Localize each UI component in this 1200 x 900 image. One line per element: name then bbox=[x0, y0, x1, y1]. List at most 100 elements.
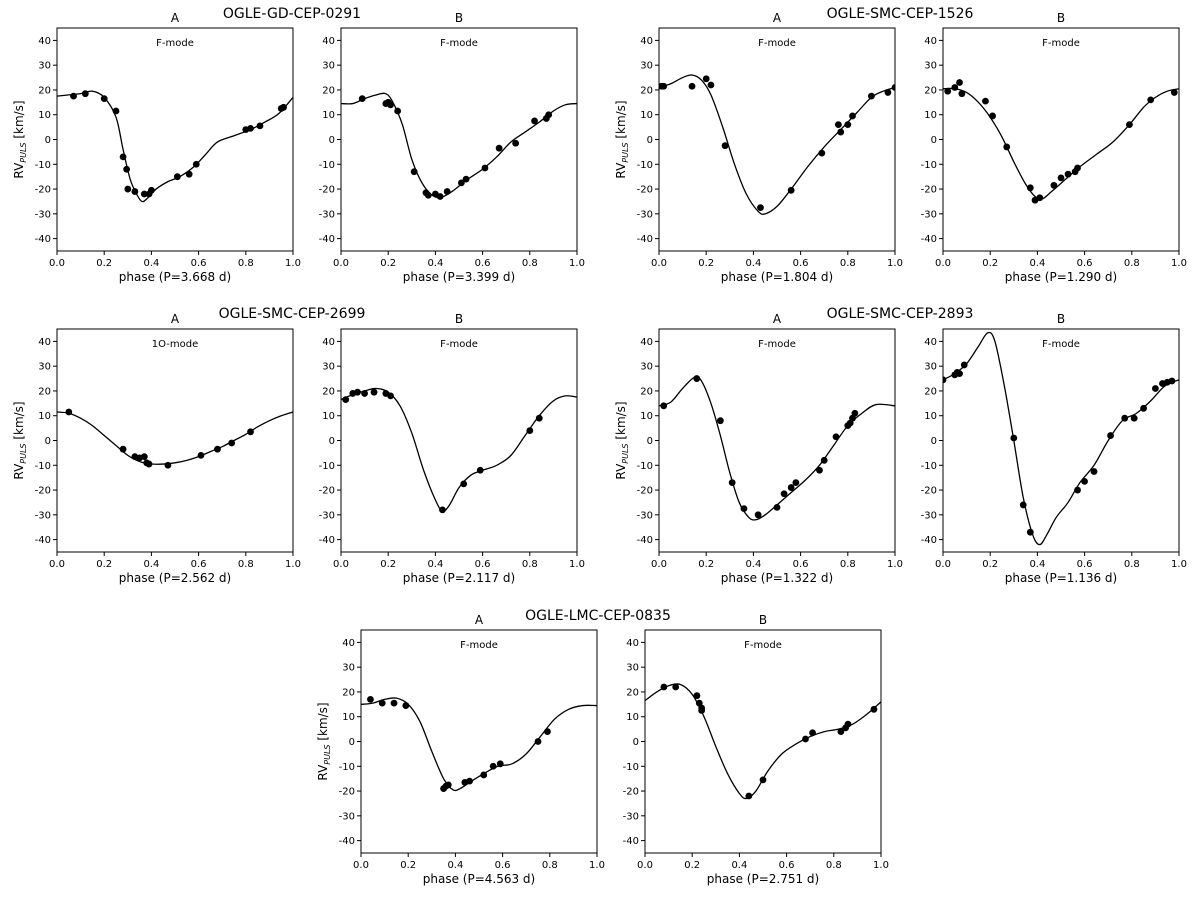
y-tick-label: 20 bbox=[342, 687, 355, 698]
data-point bbox=[1003, 143, 1011, 151]
data-point bbox=[342, 396, 350, 404]
y-axis-label: RVPULS [km/s] bbox=[316, 702, 332, 780]
data-point bbox=[1064, 170, 1072, 178]
x-tick-label: 0.6 bbox=[1077, 258, 1093, 269]
x-tick-label: 0.8 bbox=[826, 860, 842, 871]
data-point bbox=[891, 84, 895, 91]
y-tick-label: -10 bbox=[319, 160, 335, 171]
x-tick-label: 0.8 bbox=[542, 860, 558, 871]
data-point bbox=[672, 683, 680, 691]
data-point bbox=[535, 414, 543, 422]
data-point bbox=[247, 428, 254, 436]
x-tick-label: 0.2 bbox=[96, 258, 112, 269]
star-title: OGLE-GD-CEP-0291 bbox=[223, 6, 361, 22]
x-tick-label: 0.0 bbox=[651, 559, 667, 570]
data-point bbox=[1170, 89, 1178, 96]
y-tick-label: 30 bbox=[322, 61, 335, 72]
x-tick-label: 0.6 bbox=[495, 860, 511, 871]
data-point bbox=[870, 705, 878, 713]
x-axis-label: phase (P=3.399 d) bbox=[403, 270, 515, 284]
data-point bbox=[1019, 501, 1027, 509]
y-tick-label: -20 bbox=[637, 185, 653, 196]
y-tick-label: 20 bbox=[322, 386, 335, 397]
star-title: OGLE-LMC-CEP-0835 bbox=[525, 608, 671, 624]
y-tick-label: 10 bbox=[640, 110, 653, 121]
y-tick-label: 40 bbox=[38, 337, 51, 348]
mode-label: F-mode bbox=[440, 339, 478, 350]
data-point bbox=[460, 480, 468, 488]
data-point bbox=[197, 451, 205, 459]
y-axis-label-sub: PULS bbox=[621, 444, 630, 464]
y-tick-label: 40 bbox=[342, 638, 355, 649]
y-tick-label: 30 bbox=[640, 61, 653, 72]
y-tick-label: -40 bbox=[637, 234, 653, 245]
x-tick-label: 0.6 bbox=[793, 559, 809, 570]
y-axis-label-sub: PULS bbox=[621, 143, 630, 163]
data-point bbox=[526, 427, 534, 434]
x-tick-label: 0.6 bbox=[191, 559, 207, 570]
y-tick-label: 10 bbox=[924, 110, 937, 121]
data-point bbox=[1074, 164, 1081, 172]
mode-label: F-mode bbox=[744, 640, 782, 651]
data-point bbox=[757, 204, 764, 212]
x-tick-label: 0.0 bbox=[353, 860, 369, 871]
y-tick-label: 20 bbox=[640, 85, 653, 96]
data-point bbox=[489, 762, 497, 770]
y-tick-label: -40 bbox=[319, 535, 335, 546]
data-point bbox=[124, 185, 132, 193]
y-tick-label: 40 bbox=[322, 337, 335, 348]
data-point bbox=[721, 142, 729, 150]
star-titles: OGLE-GD-CEP-0291 OGLE-SMC-CEP-1526 OGLE-… bbox=[219, 6, 974, 624]
y-tick-label: 20 bbox=[38, 386, 51, 397]
y-tick-label: -10 bbox=[921, 160, 937, 171]
component-label: B bbox=[455, 11, 463, 25]
y-tick-label: -20 bbox=[623, 787, 639, 798]
x-tick-label: 1.0 bbox=[285, 258, 301, 269]
y-tick-label: -10 bbox=[35, 160, 51, 171]
data-point bbox=[367, 695, 374, 703]
x-tick-label: 0.6 bbox=[793, 258, 809, 269]
y-tick-label: 0 bbox=[329, 436, 335, 447]
y-tick-label: -40 bbox=[35, 535, 51, 546]
data-point bbox=[462, 175, 470, 183]
y-tick-label: 0 bbox=[647, 135, 653, 146]
x-tick-label: 0.8 bbox=[1124, 559, 1140, 570]
data-point bbox=[837, 128, 845, 136]
data-point bbox=[787, 484, 795, 491]
data-point bbox=[476, 466, 484, 474]
panel-a: 0.0 0.2 0.4 0.6 0.8 1.0 -40 -30 -20 -10 0 10 20 30 40 A… bbox=[614, 11, 903, 284]
data-point bbox=[1081, 477, 1088, 485]
y-tick-label: -40 bbox=[35, 234, 51, 245]
y-tick-label: 10 bbox=[626, 712, 639, 723]
x-tick-label: 0.4 bbox=[731, 860, 747, 871]
x-axis-label: phase (P=1.322 d) bbox=[721, 571, 833, 585]
x-tick-label: 0.2 bbox=[400, 860, 416, 871]
y-tick-label: -30 bbox=[319, 209, 335, 220]
data-point bbox=[958, 90, 966, 98]
x-tick-label: 0.8 bbox=[238, 559, 254, 570]
y-tick-label: 40 bbox=[640, 36, 653, 47]
y-axis-label-main: RV bbox=[12, 162, 26, 179]
y-tick-label: -30 bbox=[637, 510, 653, 521]
y-tick-label: 30 bbox=[342, 663, 355, 674]
data-point bbox=[884, 89, 892, 96]
data-point bbox=[1147, 96, 1155, 104]
plot-frame bbox=[56, 27, 294, 252]
y-tick-label: 40 bbox=[38, 36, 51, 47]
mode-label: F-mode bbox=[758, 339, 796, 350]
y-tick-label: 10 bbox=[38, 411, 51, 422]
y-tick-label: -10 bbox=[637, 461, 653, 472]
x-tick-label: 1.0 bbox=[1171, 258, 1187, 269]
data-point bbox=[466, 777, 473, 785]
fit-curve bbox=[341, 387, 577, 512]
x-tick-label: 0.4 bbox=[427, 258, 443, 269]
panel-b: 0.0 0.2 0.4 0.6 0.8 1.0 -40 -30 -20 -10 0 10 20 30 40 B… bbox=[921, 11, 1187, 284]
y-tick-label: 30 bbox=[38, 61, 51, 72]
data-point bbox=[424, 191, 432, 199]
data-point bbox=[660, 683, 668, 691]
data-point bbox=[192, 160, 200, 168]
mode-label: 1O-mode bbox=[152, 339, 198, 350]
y-tick-label: -30 bbox=[921, 209, 937, 220]
y-axis-label-main: RV bbox=[316, 764, 330, 781]
